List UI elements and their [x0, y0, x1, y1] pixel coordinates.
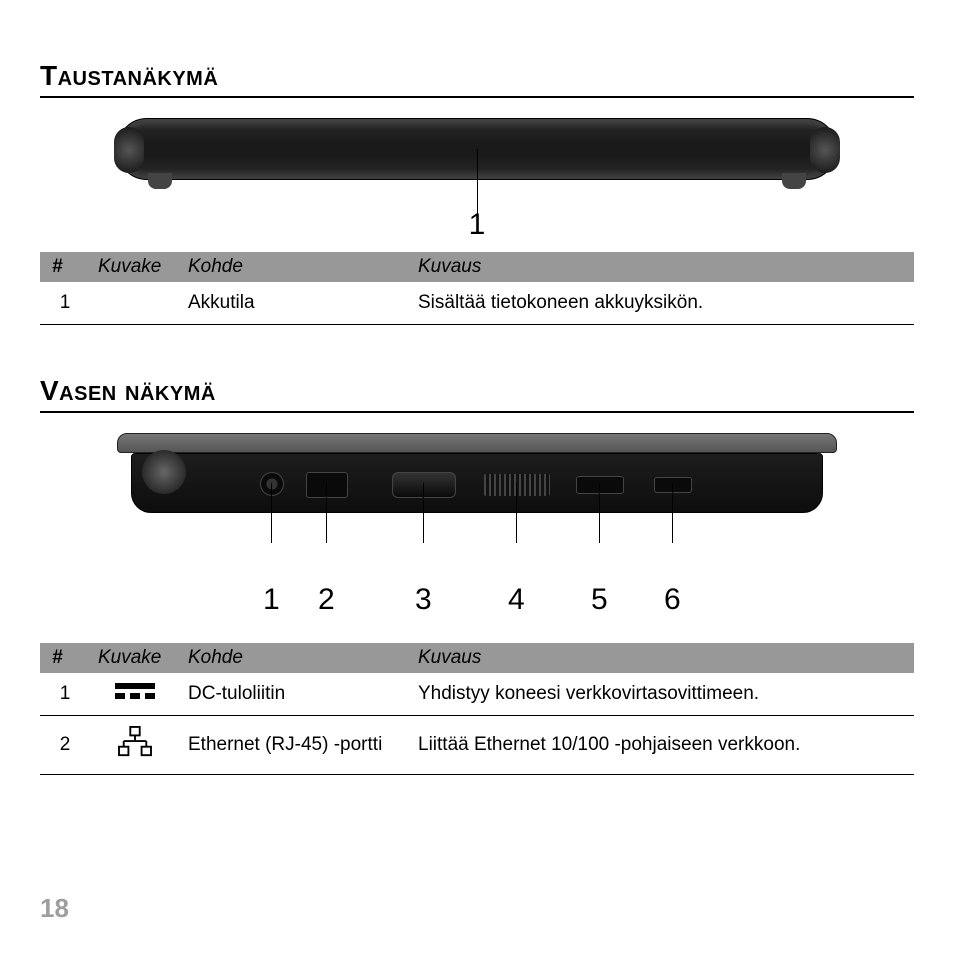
rear-callout-line	[477, 149, 478, 219]
rear-table: # Kuvake Kohde Kuvaus 1 Akkutila Sisältä…	[40, 252, 914, 325]
rear-device-figure	[117, 118, 837, 180]
left-table: # Kuvake Kohde Kuvaus 1 DC-tuloliitin Yh…	[40, 643, 914, 775]
col-num: #	[40, 643, 90, 673]
callout-line	[599, 483, 600, 543]
callout-number: 1	[263, 583, 280, 617]
cell-item: Akkutila	[180, 282, 410, 325]
port-vga-icon	[392, 472, 456, 498]
vent-grille-icon	[484, 474, 550, 496]
table-header-row: # Kuvake Kohde Kuvaus	[40, 643, 914, 673]
table-row: 1 DC-tuloliitin Yhdistyy koneesi verkkov…	[40, 673, 914, 716]
callout-number: 6	[664, 583, 681, 617]
cell-desc: Sisältää tietokoneen akkuyksikön.	[410, 282, 914, 325]
callout-number: 2	[318, 583, 335, 617]
table-row: 1 Akkutila Sisältää tietokoneen akkuyksi…	[40, 282, 914, 325]
callout-number: 5	[591, 583, 608, 617]
callout-line	[423, 483, 424, 543]
callout-line	[516, 483, 517, 543]
side-lid	[117, 433, 837, 453]
table-header-row: # Kuvake Kohde Kuvaus	[40, 252, 914, 282]
left-device-figure: 1 2 3 4 5 6	[117, 433, 837, 623]
rear-view-heading: Taustanäkymä	[40, 60, 914, 98]
ethernet-icon	[116, 742, 154, 763]
cell-icon	[90, 673, 180, 716]
col-icon: Kuvake	[90, 643, 180, 673]
col-desc: Kuvaus	[410, 643, 914, 673]
cell-icon	[90, 282, 180, 325]
cell-desc: Liittää Ethernet 10/100 -pohjaiseen verk…	[410, 716, 914, 775]
col-num: #	[40, 252, 90, 282]
col-icon: Kuvake	[90, 252, 180, 282]
rear-foot-right	[782, 173, 806, 189]
rear-device-body	[117, 118, 837, 180]
callout-line	[672, 483, 673, 543]
left-view-heading: Vasen näkymä	[40, 375, 914, 413]
port-dc-icon	[260, 472, 284, 496]
callout-line	[326, 483, 327, 543]
cell-icon	[90, 716, 180, 775]
left-callout-lines	[131, 513, 822, 583]
callout-number: 4	[508, 583, 525, 617]
cell-item: Ethernet (RJ-45) -portti	[180, 716, 410, 775]
port-ethernet-icon	[306, 472, 348, 498]
port-hdmi-icon	[576, 476, 624, 494]
rear-hinge-left	[114, 127, 144, 173]
cell-desc: Yhdistyy koneesi verkkovirtasovittimeen.	[410, 673, 914, 716]
cell-num: 1	[40, 673, 90, 716]
col-item: Kohde	[180, 643, 410, 673]
left-callout-numbers: 1 2 3 4 5 6	[131, 583, 822, 623]
side-hinge	[142, 450, 186, 494]
page-number: 18	[40, 893, 69, 924]
callout-line	[271, 483, 272, 543]
cell-item: DC-tuloliitin	[180, 673, 410, 716]
cell-num: 2	[40, 716, 90, 775]
col-desc: Kuvaus	[410, 252, 914, 282]
port-usb-icon	[654, 477, 692, 493]
dc-power-icon	[115, 683, 155, 699]
cell-num: 1	[40, 282, 90, 325]
rear-foot-left	[148, 173, 172, 189]
table-row: 2 Ethernet (RJ-45) -portti Liittää Ether…	[40, 716, 914, 775]
callout-number: 3	[415, 583, 432, 617]
rear-hinge-right	[810, 127, 840, 173]
col-item: Kohde	[180, 252, 410, 282]
side-base	[131, 453, 822, 513]
